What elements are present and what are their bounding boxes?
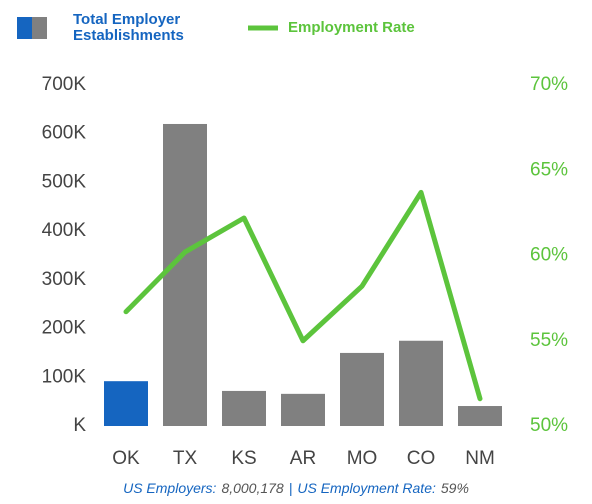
x-tick-label: NM xyxy=(465,448,495,469)
footnote: US Employers: 8,000,178 | US Employment Rat… xyxy=(0,480,592,496)
legend-bar-icon xyxy=(32,17,47,39)
y2-tick-label: 50% xyxy=(530,415,568,436)
y-tick-label: 300K xyxy=(42,269,87,290)
legend-line-label: Employment Rate xyxy=(288,19,415,36)
x-tick-label: MO xyxy=(347,448,378,469)
y-tick-label: 200K xyxy=(42,318,87,339)
bar xyxy=(104,381,148,426)
y2-tick-label: 60% xyxy=(530,245,568,266)
x-tick-label: TX xyxy=(173,448,198,469)
x-tick-label: KS xyxy=(231,448,256,469)
y-tick-label: K xyxy=(73,415,86,436)
x-tick-label: CO xyxy=(407,448,436,469)
bar xyxy=(222,390,266,426)
footnote-part: 8,000,178 xyxy=(221,480,284,496)
y-tick-label: 500K xyxy=(42,171,87,192)
y-tick-label: 100K xyxy=(42,366,87,387)
bar xyxy=(458,406,502,426)
legend-bar-icon xyxy=(17,17,32,39)
y2-tick-label: 55% xyxy=(530,330,568,351)
x-tick-label: OK xyxy=(112,448,140,469)
y-tick-label: 400K xyxy=(42,220,87,241)
bar xyxy=(340,352,384,426)
y-tick-label: 600K xyxy=(42,123,87,144)
bar xyxy=(399,340,443,426)
y2-tick-label: 65% xyxy=(530,159,568,180)
footnote-part: US Employment Rate: xyxy=(297,480,436,496)
line xyxy=(123,189,483,402)
bar xyxy=(281,393,325,426)
legend-bar-label: Total Employer Establishments xyxy=(73,11,184,44)
y-tick-label: 700K xyxy=(42,74,87,95)
y2-tick-label: 70% xyxy=(530,74,568,95)
footnote-part: | xyxy=(288,480,293,496)
x-tick-label: AR xyxy=(290,448,316,469)
footnote-part: 59% xyxy=(440,480,469,496)
bar xyxy=(163,123,207,426)
footnote-part: US Employers: xyxy=(123,480,217,496)
